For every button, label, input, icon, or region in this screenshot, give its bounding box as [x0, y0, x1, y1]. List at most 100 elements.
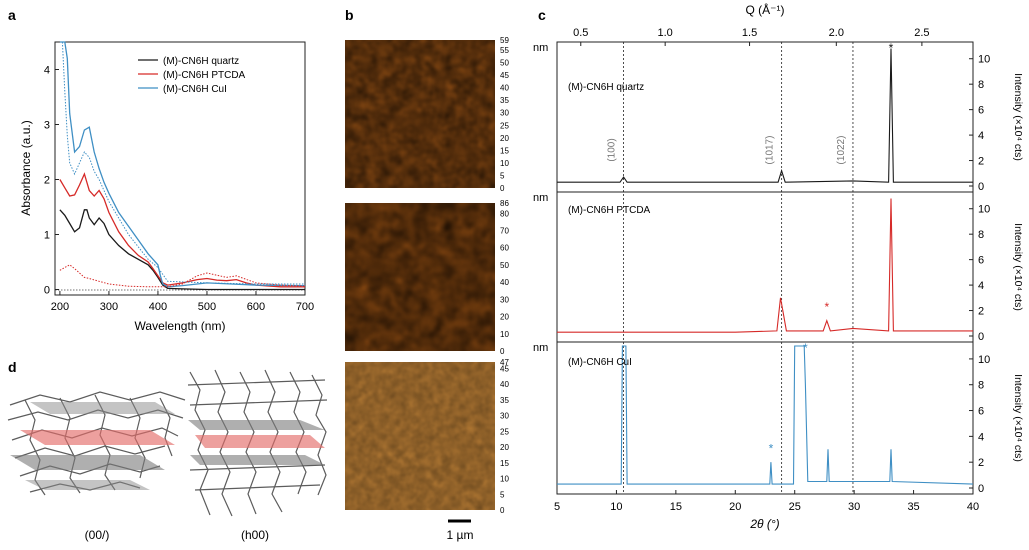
packing-label-00l: (00/): [85, 528, 110, 542]
legend-label-cui: (M)-CN6H CuI: [163, 84, 227, 95]
afm-colorbar-label: 0: [500, 347, 505, 356]
xrd-traces: * * * *: [557, 41, 974, 485]
xrd-trace-2: [557, 345, 974, 485]
xrd-peak-star: *: [824, 300, 829, 314]
packing-00l-illustration: [7, 391, 186, 496]
xrd-x-tick-label: 10: [610, 501, 622, 513]
absorbance-y-tick-label: 1: [44, 230, 50, 242]
afm-colorbar-label: 30: [500, 412, 509, 421]
absorbance-x-label: Wavelength (nm): [135, 319, 226, 333]
afm-colorbar-label: 5: [500, 172, 505, 181]
absorbance-y-tick-label: 2: [44, 175, 50, 187]
panel-letter-d: d: [8, 359, 17, 375]
unit-label-ptcda: nm: [533, 192, 548, 204]
xrd-y-tick-label: 2: [978, 156, 984, 168]
afm-colorbar-label: 50: [500, 261, 509, 270]
afm-colorbar-label: 5: [500, 490, 505, 499]
xrd-x-tick-label: 15: [670, 501, 682, 513]
xrd-top-tick-label: 1.5: [742, 27, 757, 39]
afm-colorbar-label: 30: [500, 109, 509, 118]
absorbance-y-label: Absorbance (a.u.): [19, 120, 33, 215]
xrd-top-label: Q (Å⁻¹): [746, 2, 785, 17]
xrd-x-tick-label: 35: [907, 501, 919, 513]
xrd-peak-star: *: [803, 341, 808, 355]
xrd-reference-lines: (100) (1017) (1022): [607, 42, 854, 494]
afm-colorbar-ticks: 5955504540353025201510508680706050403020…: [500, 36, 509, 515]
xrd-y-label-cui: Intensity (×10⁴ cts): [1012, 374, 1024, 462]
afm-colorbar-label: 80: [500, 209, 509, 218]
absorbance-series-1: [59, 172, 305, 288]
afm-colorbar-label: 40: [500, 84, 509, 93]
xrd-trace-1: [557, 198, 973, 333]
absorbance-x-tick-label: 300: [100, 301, 118, 313]
afm-colorbar-label: 30: [500, 295, 509, 304]
xrd-frame-cui: [556, 341, 974, 495]
xrd-x-tick-label: 25: [789, 501, 801, 513]
xrd-y-tick-label: 10: [978, 54, 990, 66]
afm-image-top: [345, 40, 495, 188]
xrd-x-tick-label: 30: [848, 501, 860, 513]
xrd-y-ticks: 0 2 4 6 8 10 0 2 4 6 8 10 0 2 4 6 8 10: [969, 54, 990, 495]
xrd-trace-0: [557, 48, 973, 183]
xrd-y-tick-label: 6: [978, 406, 984, 418]
trace-label-ptcda: (M)-CN6H PTCDA: [568, 205, 651, 216]
afm-colorbar-label: 10: [500, 330, 509, 339]
afm-colorbar-label: 25: [500, 427, 509, 436]
absorbance-plot-frame: [54, 41, 306, 296]
afm-colorbar-label: 55: [500, 46, 509, 55]
panel-letter-b: b: [345, 7, 354, 23]
xrd-x-tick-label: 5: [554, 501, 560, 513]
absorbance-series-4: [61, 41, 305, 285]
absorbance-legend: (M)-CN6H quartz (M)-CN6H PTCDA (M)-CN6H …: [138, 56, 246, 95]
absorbance-x-tick-label: 600: [247, 301, 265, 313]
afm-image-bottom: [345, 362, 495, 510]
absorbance-x-tick-label: 500: [198, 301, 216, 313]
xrd-y-tick-label: 2: [978, 306, 984, 318]
xrd-x-ticks: 5 10 15 20 25 30 35 40: [554, 490, 979, 513]
xrd-x-tick-label: 40: [967, 501, 979, 513]
xrd-y-tick-label: 4: [978, 431, 984, 443]
afm-colorbar-label: 20: [500, 443, 509, 452]
xrd-x-label: 2θ (°): [749, 517, 779, 531]
absorbance-series-0: [59, 209, 305, 291]
legend-label-ptcda: (M)-CN6H PTCDA: [163, 70, 246, 81]
xrd-frame-quartz: [556, 41, 974, 193]
absorbance-y-tick-label: 0: [44, 285, 50, 297]
afm-images: 5955504540353025201510508680706050403020…: [345, 36, 509, 542]
xrd-y-tick-label: 0: [978, 483, 984, 495]
xrd-y-label-ptcda: Intensity (×10⁴ cts): [1012, 223, 1024, 311]
afm-image-middle: [345, 203, 495, 351]
afm-colorbar-label: 45: [500, 364, 509, 373]
xrd-y-tick-label: 8: [978, 229, 984, 241]
afm-colorbar-label: 20: [500, 134, 509, 143]
packing-h00-illustration: [187, 369, 328, 517]
unit-label-quartz: nm: [533, 42, 548, 54]
absorbance-series-group: [59, 41, 306, 291]
afm-colorbar-label: 60: [500, 244, 509, 253]
unit-label-cui: nm: [533, 342, 548, 354]
scale-bar-label: 1 µm: [447, 528, 474, 542]
xrd-y-tick-label: 8: [978, 380, 984, 392]
afm-colorbar-label: 15: [500, 146, 509, 155]
panel-letter-a: a: [8, 7, 16, 23]
molecular-packing-illustration: (00/) (h00): [7, 369, 328, 542]
afm-colorbar-label: 47: [500, 358, 509, 367]
xrd-y-tick-label: 2: [978, 457, 984, 469]
xrd-y-tick-label: 10: [978, 204, 990, 216]
absorbance-x-tick-label: 700: [296, 301, 314, 313]
packing-label-h00: (h00): [241, 528, 269, 542]
xrd-top-ticks: 0.5 1.0 1.5 2.0 2.5: [573, 27, 930, 46]
xrd-reference-label: (1017): [765, 136, 776, 165]
xrd-chart: (100) (1017) (1022) * * * * 0 2 4 6 8 10 0 2 4 6 8 10 0 2 4…: [533, 2, 1024, 531]
absorbance-series-2: [59, 41, 306, 288]
xrd-y-tick-label: 0: [978, 331, 984, 343]
afm-colorbar-label: 45: [500, 71, 509, 80]
xrd-top-tick-label: 2.0: [829, 27, 844, 39]
xrd-y-tick-label: 4: [978, 280, 984, 292]
afm-colorbar-label: 10: [500, 475, 509, 484]
afm-colorbar-label: 86: [500, 199, 509, 208]
xrd-y-tick-label: 8: [978, 79, 984, 91]
afm-colorbar-label: 50: [500, 59, 509, 68]
panel-letter-c: c: [538, 7, 546, 23]
